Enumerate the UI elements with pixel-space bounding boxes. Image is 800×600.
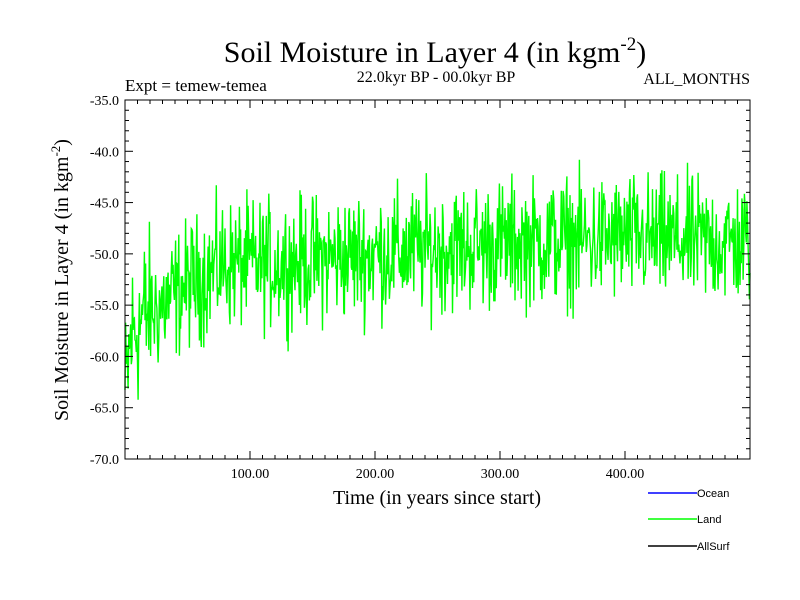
- x-tick-label: 400.00: [606, 467, 645, 482]
- subtitle-time-range: 22.0kyr BP - 00.0kyr BP: [357, 69, 516, 86]
- y-tick-label: -70.0: [90, 453, 119, 468]
- legend-label-land: Land: [697, 514, 721, 526]
- chart-title-main: Soil Moisture in Layer 4 (in kgm: [224, 36, 621, 69]
- x-tick-label: 200.00: [356, 467, 395, 482]
- subtitle-months: ALL_MONTHS: [643, 71, 750, 88]
- y-tick-label: -55.0: [90, 299, 119, 314]
- y-tick-label: -35.0: [90, 94, 119, 109]
- legend-group: Ocean Land AllSurf: [648, 488, 730, 553]
- x-tick-label: 300.00: [481, 467, 520, 482]
- y-tick-label: -45.0: [90, 197, 119, 212]
- legend-label-allsurf: AllSurf: [697, 541, 730, 553]
- y-tick-label: -60.0: [90, 350, 119, 365]
- series-group: [124, 159, 751, 400]
- series-line-land: [124, 159, 751, 400]
- x-tick-label: 100.00: [231, 467, 270, 482]
- plot-frame: [124, 99, 751, 460]
- ticks-group: -35.0 -40.0 -45.0 -50.0 -55.0 -60.0 -65.0 -70.0…: [90, 94, 750, 482]
- y-tick-label: -65.0: [90, 402, 119, 417]
- y-tick-label: -40.0: [90, 145, 119, 160]
- x-axis-label: Time (in years since start): [333, 487, 541, 509]
- y-axis-label-main: Soil Moisture in Layer 4 (in kgm: [51, 156, 73, 421]
- y-axis-label-sup: -2: [48, 146, 63, 157]
- y-axis-label-close: ): [51, 139, 73, 146]
- subtitle-experiment: Expt = temew-temea: [125, 76, 267, 95]
- chart-title-sup: -2: [620, 34, 636, 55]
- chart-title: Soil Moisture in Layer 4 (in kgm-2): [224, 34, 646, 69]
- y-tick-label: -50.0: [90, 248, 119, 263]
- y-axis-label: Soil Moisture in Layer 4 (in kgm-2): [48, 139, 73, 421]
- chart-title-close: ): [636, 36, 646, 69]
- legend-label-ocean: Ocean: [697, 488, 729, 500]
